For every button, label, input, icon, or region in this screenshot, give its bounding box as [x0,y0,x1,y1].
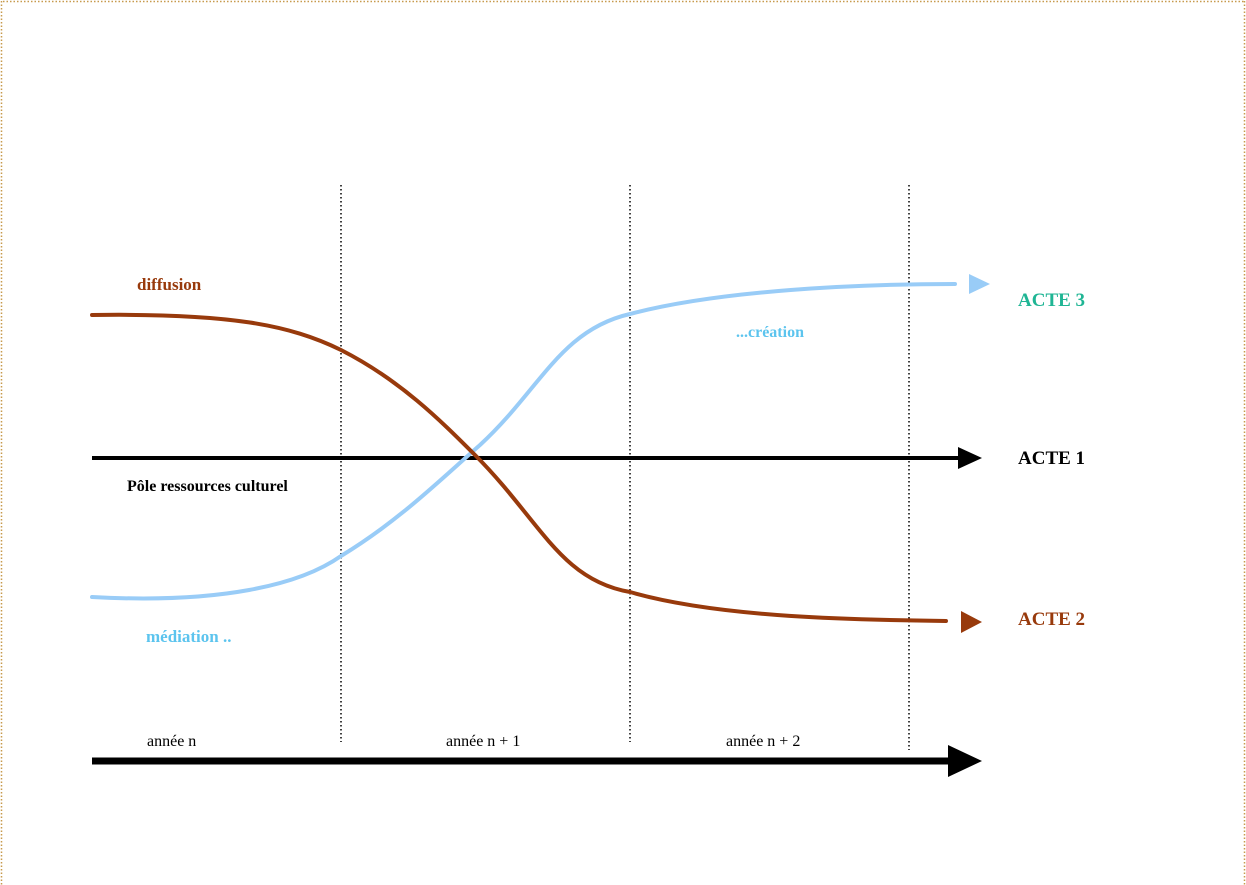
year-label-n-plus-1: année n + 1 [446,733,521,750]
acte3-label: ACTE 3 [1018,290,1086,311]
acte2-label: ACTE 2 [1018,609,1086,630]
pole-ressources-label: Pôle ressources culturel [127,478,288,495]
time-axis-arrowhead [948,745,982,777]
acte3-arrowhead [969,274,990,294]
mediation-label: médiation .. [146,627,232,646]
acte1-label: ACTE 1 [1018,448,1086,469]
creation-curve [90,282,957,601]
year-label-n: année n [147,733,197,750]
year-label-n-plus-2: année n + 2 [726,733,801,750]
diffusion-label: diffusion [137,275,202,294]
diffusion-curve [90,312,948,623]
acte1-arrowhead [958,447,982,469]
creation-label: ...création [736,324,804,341]
acte2-arrowhead [961,611,982,633]
